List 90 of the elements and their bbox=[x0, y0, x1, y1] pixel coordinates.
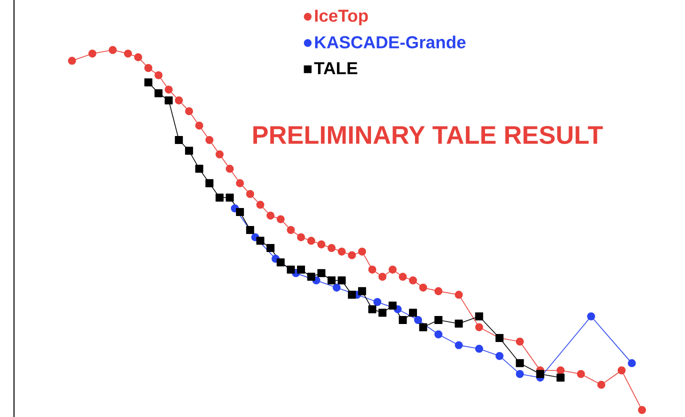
point bbox=[216, 194, 224, 202]
point bbox=[358, 287, 366, 296]
point bbox=[587, 312, 596, 320]
point bbox=[348, 251, 356, 260]
point bbox=[348, 290, 356, 299]
point bbox=[276, 215, 285, 224]
point bbox=[246, 226, 254, 234]
point bbox=[205, 179, 214, 188]
point bbox=[618, 366, 626, 374]
point bbox=[286, 226, 295, 234]
point bbox=[226, 194, 234, 202]
point bbox=[216, 150, 224, 158]
point bbox=[185, 146, 194, 155]
point bbox=[164, 96, 173, 104]
point bbox=[154, 71, 163, 80]
point bbox=[597, 380, 606, 389]
point bbox=[408, 276, 417, 284]
legend-label: TALE bbox=[314, 62, 358, 74]
point bbox=[307, 272, 316, 281]
point bbox=[174, 136, 183, 144]
point bbox=[358, 248, 366, 256]
point bbox=[297, 233, 306, 242]
point bbox=[414, 316, 422, 324]
point bbox=[297, 266, 306, 274]
point bbox=[419, 284, 428, 292]
point bbox=[276, 258, 285, 266]
point bbox=[516, 359, 524, 368]
point bbox=[185, 107, 194, 116]
point bbox=[475, 312, 484, 320]
point bbox=[454, 290, 463, 299]
point bbox=[286, 266, 295, 274]
point bbox=[434, 287, 442, 296]
point bbox=[388, 302, 397, 310]
point bbox=[307, 236, 316, 245]
point bbox=[475, 344, 484, 353]
legend-label: KASCADE-Grande bbox=[315, 36, 466, 48]
point bbox=[454, 320, 463, 328]
point bbox=[408, 308, 417, 317]
point bbox=[154, 89, 163, 98]
point bbox=[236, 179, 244, 188]
point bbox=[419, 323, 428, 332]
point bbox=[398, 272, 407, 281]
point bbox=[516, 370, 524, 378]
point bbox=[205, 136, 214, 144]
point bbox=[332, 284, 341, 292]
point bbox=[368, 266, 376, 274]
point bbox=[434, 316, 442, 324]
point bbox=[256, 200, 264, 209]
legend-label: IceTop bbox=[315, 10, 368, 26]
point bbox=[144, 78, 152, 86]
point bbox=[317, 269, 326, 278]
point bbox=[516, 338, 524, 346]
point bbox=[266, 212, 274, 220]
point bbox=[317, 240, 326, 248]
annotation: PRELIMINARY TALE RESULT bbox=[253, 126, 603, 144]
point bbox=[256, 236, 264, 245]
point bbox=[226, 164, 234, 173]
point bbox=[338, 248, 346, 256]
point bbox=[328, 276, 336, 284]
point bbox=[496, 352, 504, 360]
point bbox=[378, 308, 386, 317]
point bbox=[638, 406, 646, 414]
point bbox=[475, 323, 484, 332]
point bbox=[576, 370, 585, 378]
point bbox=[454, 341, 463, 350]
point bbox=[536, 370, 544, 378]
point bbox=[388, 266, 397, 274]
point bbox=[195, 122, 204, 130]
point bbox=[108, 46, 117, 54]
point bbox=[195, 164, 204, 173]
point bbox=[124, 50, 132, 58]
point bbox=[246, 190, 254, 198]
point bbox=[328, 244, 336, 252]
point bbox=[338, 276, 346, 284]
point bbox=[373, 298, 382, 306]
point bbox=[434, 330, 442, 338]
point bbox=[266, 244, 274, 252]
point bbox=[398, 316, 407, 324]
point bbox=[556, 374, 565, 382]
point bbox=[144, 64, 152, 72]
point bbox=[378, 272, 386, 281]
point bbox=[88, 50, 96, 58]
point bbox=[628, 359, 636, 368]
point bbox=[368, 305, 376, 314]
point bbox=[134, 53, 142, 62]
point bbox=[164, 86, 173, 94]
point bbox=[236, 208, 244, 216]
point bbox=[68, 56, 76, 65]
point bbox=[174, 96, 183, 104]
point bbox=[556, 366, 565, 374]
